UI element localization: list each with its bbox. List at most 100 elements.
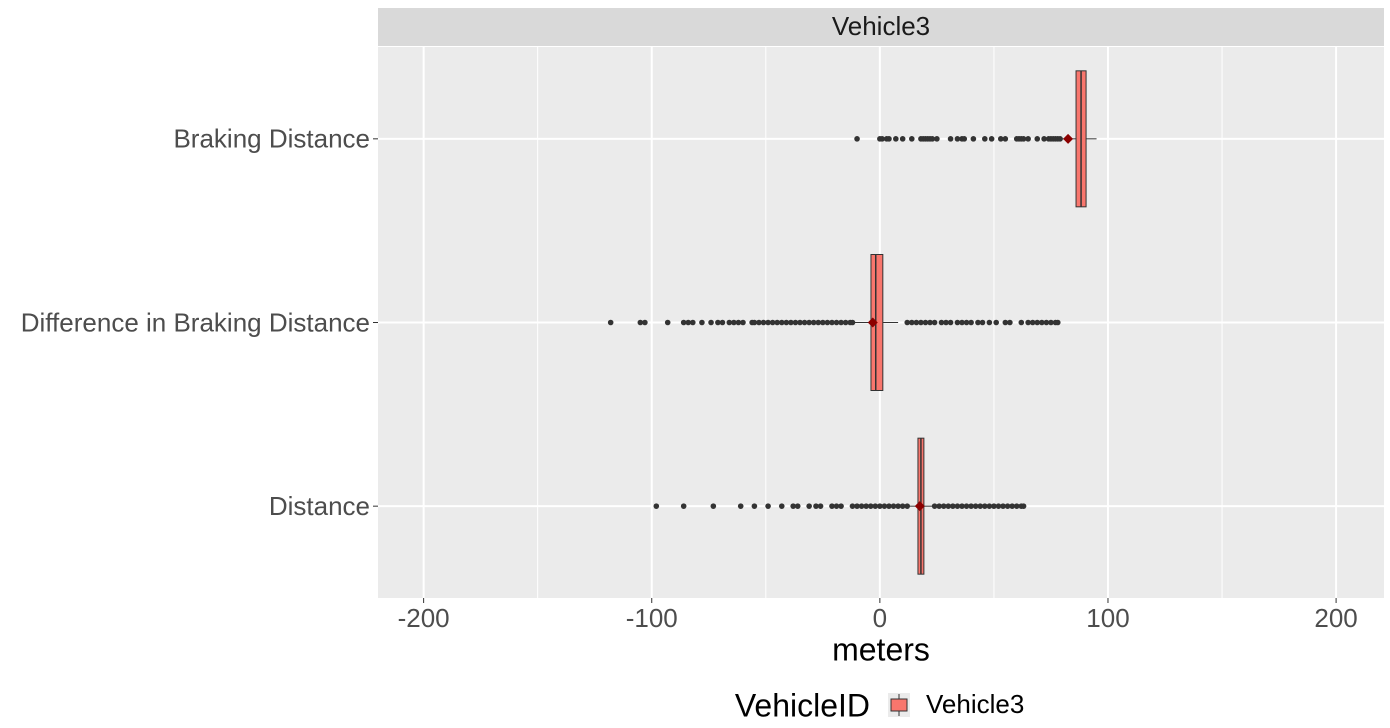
outlier xyxy=(895,503,901,509)
outlier xyxy=(1025,319,1031,326)
outlier xyxy=(642,319,648,326)
outlier xyxy=(1013,503,1020,509)
outlier xyxy=(879,136,885,142)
outlier xyxy=(854,503,860,509)
outlier xyxy=(664,319,671,326)
mean-point xyxy=(1063,133,1074,144)
outlier xyxy=(801,319,808,326)
outlier xyxy=(719,319,726,326)
outlier xyxy=(899,136,906,142)
x-tick-label: 100 xyxy=(1086,603,1129,633)
outlier xyxy=(765,503,771,509)
outlier xyxy=(995,503,1002,509)
outlier xyxy=(954,136,961,142)
outlier xyxy=(1002,136,1009,142)
outlier xyxy=(972,503,979,509)
outlier xyxy=(943,319,949,326)
outlier xyxy=(806,503,812,509)
outlier xyxy=(963,503,970,509)
outlier xyxy=(936,503,942,509)
outlier xyxy=(829,319,835,326)
outlier xyxy=(680,503,687,509)
outlier xyxy=(710,503,717,509)
y-tick-label: Braking Distance xyxy=(173,124,370,154)
outlier xyxy=(950,503,956,509)
outlier xyxy=(986,319,993,326)
y-tick-label: Difference in Braking Distance xyxy=(21,307,370,337)
outlier xyxy=(815,319,822,326)
outlier xyxy=(934,136,940,142)
outlier xyxy=(833,319,840,326)
outlier xyxy=(908,319,915,326)
outlier xyxy=(881,503,888,509)
outlier xyxy=(778,503,785,509)
outlier xyxy=(751,503,758,509)
outlier xyxy=(680,319,687,326)
outlier xyxy=(1018,319,1025,326)
outlier xyxy=(988,136,995,142)
outlier xyxy=(940,503,947,509)
outlier xyxy=(913,319,920,326)
outlier xyxy=(872,503,879,509)
outlier xyxy=(1002,319,1009,326)
x-tick-label: 0 xyxy=(873,603,887,633)
outlier xyxy=(918,319,924,326)
outlier xyxy=(806,319,812,326)
outlier xyxy=(893,136,899,142)
outlier xyxy=(927,319,933,326)
outlier xyxy=(922,319,929,326)
outlier xyxy=(726,319,733,326)
outlier xyxy=(886,503,892,509)
outlier xyxy=(1039,319,1045,326)
outlier xyxy=(820,319,826,326)
outlier xyxy=(794,503,801,509)
outlier xyxy=(735,319,742,326)
outlier xyxy=(833,503,840,509)
outlier xyxy=(890,503,897,509)
outlier xyxy=(849,503,856,509)
outlier xyxy=(938,319,945,326)
outlier xyxy=(991,503,997,509)
outlier xyxy=(1009,503,1015,509)
outlier xyxy=(715,319,721,326)
outlier xyxy=(981,136,988,142)
outlier xyxy=(997,136,1004,142)
outlier xyxy=(788,319,794,326)
outlier xyxy=(931,319,938,326)
strip-bg xyxy=(378,8,1384,46)
mean-point xyxy=(914,501,925,512)
outlier xyxy=(1043,319,1050,326)
outlier xyxy=(849,319,856,326)
outlier xyxy=(1034,136,1041,142)
outlier xyxy=(751,319,758,326)
outlier xyxy=(637,319,644,326)
outlier xyxy=(1007,319,1013,326)
marks xyxy=(607,70,1097,575)
outlier xyxy=(1020,136,1027,142)
outlier xyxy=(824,319,831,326)
outlier xyxy=(945,503,952,509)
outlier xyxy=(829,503,835,509)
outlier xyxy=(842,319,849,326)
outlier xyxy=(929,136,936,142)
outlier xyxy=(947,319,954,326)
outlier xyxy=(1054,319,1061,326)
outlier xyxy=(959,503,965,509)
outlier xyxy=(765,319,771,326)
outlier xyxy=(1025,136,1031,142)
outlier xyxy=(1020,503,1027,509)
outlier xyxy=(931,503,938,509)
outlier xyxy=(954,503,961,509)
mean-point xyxy=(867,317,878,328)
outlier xyxy=(947,136,954,142)
outlier xyxy=(817,503,824,509)
outlier xyxy=(790,503,796,509)
outlier xyxy=(954,319,961,326)
outlier xyxy=(854,136,860,142)
y-tick-label: Distance xyxy=(269,491,370,521)
outlier xyxy=(1041,136,1047,142)
outlier xyxy=(877,503,883,509)
outlier xyxy=(1057,136,1063,142)
outlier xyxy=(970,136,977,142)
